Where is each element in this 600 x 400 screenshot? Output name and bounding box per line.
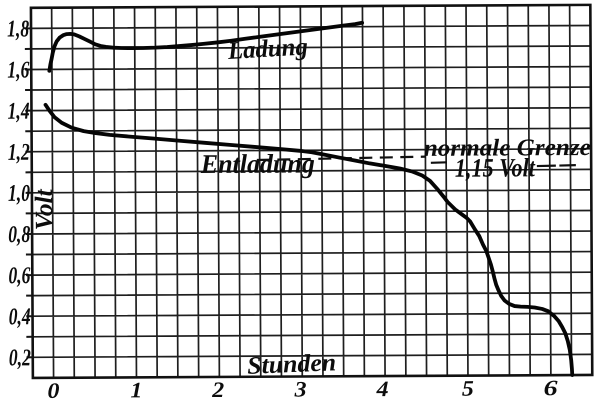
svg-text:0: 0: [47, 378, 59, 400]
svg-text:1,4: 1,4: [8, 99, 30, 125]
svg-text:0,6: 0,6: [8, 263, 30, 289]
svg-text:1,15 Volt: 1,15 Volt: [455, 152, 537, 182]
svg-text:5: 5: [462, 376, 474, 400]
svg-text:Volt: Volt: [31, 188, 58, 230]
svg-text:1,0: 1,0: [8, 181, 30, 207]
svg-text:1,8: 1,8: [7, 16, 29, 42]
svg-text:4: 4: [375, 376, 388, 400]
svg-text:Stunden: Stunden: [247, 349, 337, 380]
svg-text:Ladung: Ladung: [226, 33, 308, 65]
svg-text:1,2: 1,2: [8, 140, 30, 166]
svg-text:3: 3: [293, 376, 306, 400]
svg-text:0,8: 0,8: [8, 222, 30, 248]
svg-text:1: 1: [130, 377, 142, 400]
svg-text:1,6: 1,6: [7, 58, 29, 84]
svg-text:0,4: 0,4: [9, 304, 31, 330]
svg-text:2: 2: [211, 377, 224, 400]
svg-text:Entladung: Entladung: [200, 148, 315, 179]
svg-text:6: 6: [543, 375, 557, 400]
svg-text:normale Grenze: normale Grenze: [424, 135, 591, 162]
svg-text:0,2: 0,2: [9, 345, 31, 371]
